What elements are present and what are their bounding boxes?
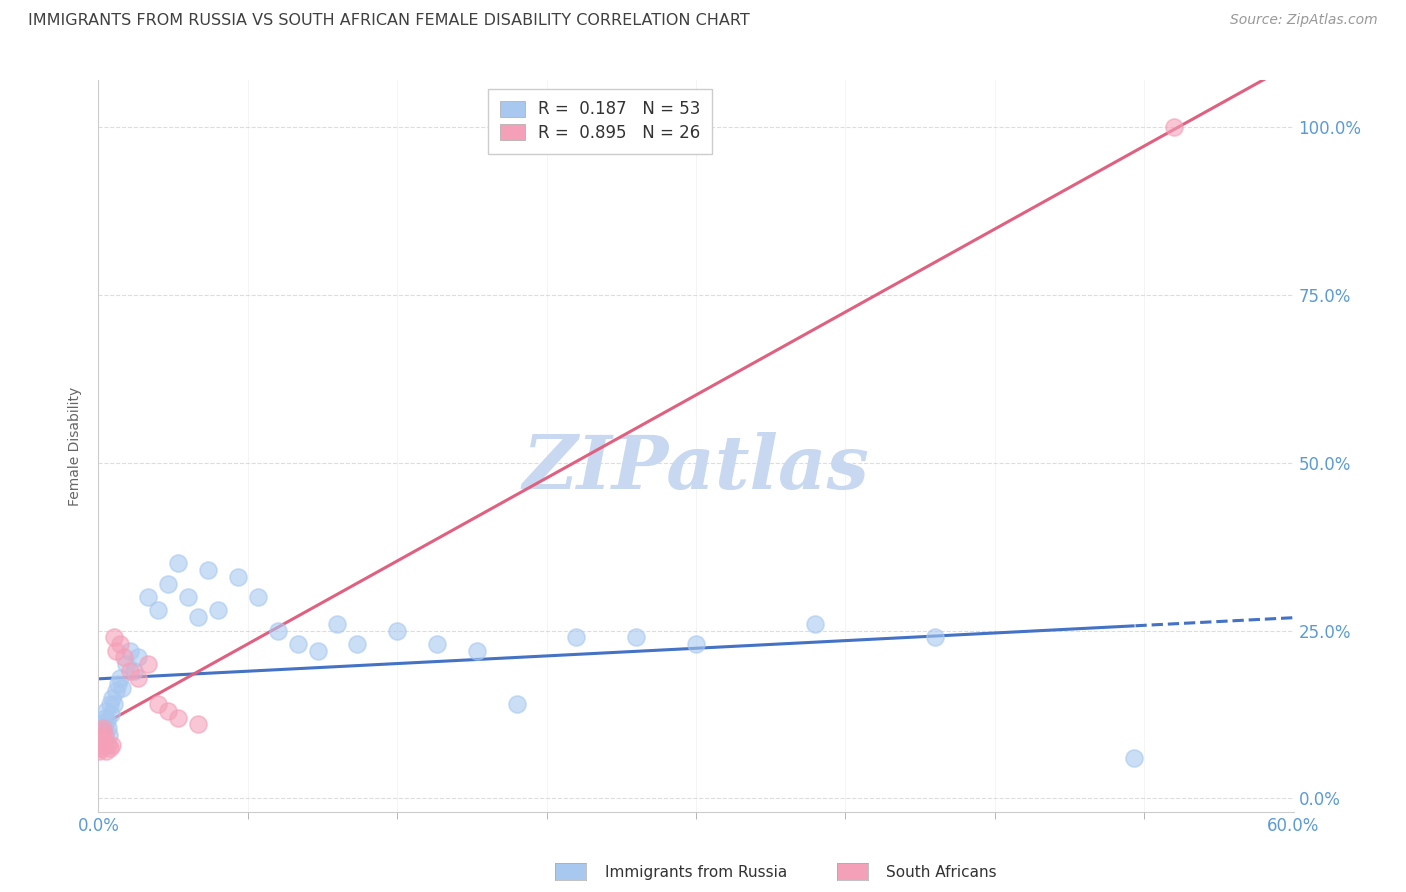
Point — [93, 731, 115, 745]
Point — [1163, 120, 1185, 135]
Point — [626, 630, 648, 644]
Point — [187, 717, 209, 731]
Point — [93, 738, 115, 752]
Point — [346, 637, 368, 651]
Point — [90, 741, 112, 756]
Point — [120, 664, 142, 678]
Point — [91, 721, 114, 735]
Point — [226, 570, 249, 584]
Point — [115, 657, 138, 671]
Text: IMMIGRANTS FROM RUSSIA VS SOUTH AFRICAN FEMALE DISABILITY CORRELATION CHART: IMMIGRANTS FROM RUSSIA VS SOUTH AFRICAN … — [28, 13, 749, 29]
Point — [105, 684, 128, 698]
Point — [101, 690, 124, 705]
Point — [157, 576, 180, 591]
Point — [167, 557, 190, 571]
Point — [804, 616, 827, 631]
Point — [136, 590, 159, 604]
Point — [94, 711, 117, 725]
Point — [103, 698, 125, 712]
Point — [91, 724, 114, 739]
Point — [565, 630, 588, 644]
Point — [197, 563, 219, 577]
Point — [90, 734, 112, 748]
Point — [96, 744, 118, 758]
Point — [89, 731, 111, 745]
Text: Immigrants from Russia: Immigrants from Russia — [605, 865, 787, 880]
Point — [326, 616, 349, 631]
Point — [136, 657, 159, 671]
Point — [307, 643, 329, 657]
Point — [94, 727, 117, 741]
Point — [167, 711, 190, 725]
Point — [187, 610, 209, 624]
Point — [111, 681, 134, 695]
Point — [105, 643, 128, 657]
Point — [96, 704, 118, 718]
Point — [506, 698, 529, 712]
Point — [426, 637, 449, 651]
Point — [148, 603, 170, 617]
Point — [385, 624, 409, 638]
Point — [97, 738, 120, 752]
Point — [89, 724, 111, 739]
Point — [90, 734, 112, 748]
Point — [924, 630, 946, 644]
Point — [93, 721, 115, 735]
Point — [685, 637, 707, 651]
Text: ZIPatlas: ZIPatlas — [523, 432, 869, 504]
Point — [90, 727, 112, 741]
Point — [107, 677, 129, 691]
Point — [267, 624, 290, 638]
Point — [96, 714, 118, 728]
Point — [89, 738, 111, 752]
Legend: R =  0.187   N = 53, R =  0.895   N = 26: R = 0.187 N = 53, R = 0.895 N = 26 — [488, 88, 713, 153]
Point — [98, 727, 121, 741]
Point — [91, 731, 114, 745]
Text: Source: ZipAtlas.com: Source: ZipAtlas.com — [1230, 13, 1378, 28]
Point — [98, 698, 122, 712]
Point — [89, 738, 111, 752]
Point — [103, 630, 125, 644]
Point — [287, 637, 309, 651]
Point — [124, 664, 146, 678]
Point — [93, 717, 115, 731]
Point — [127, 671, 149, 685]
Point — [89, 744, 111, 758]
Point — [89, 731, 111, 745]
Point — [93, 724, 115, 739]
Point — [127, 650, 149, 665]
Point — [97, 721, 120, 735]
Point — [110, 671, 132, 685]
Point — [101, 738, 124, 752]
Point — [177, 590, 200, 604]
Point — [157, 704, 180, 718]
Point — [207, 603, 229, 617]
Point — [120, 643, 142, 657]
Y-axis label: Female Disability: Female Disability — [69, 386, 83, 506]
Point — [98, 741, 122, 756]
Point — [1123, 751, 1146, 765]
Point — [148, 698, 170, 712]
Point — [112, 650, 135, 665]
Point — [91, 717, 114, 731]
Point — [100, 707, 122, 722]
Point — [246, 590, 269, 604]
Text: South Africans: South Africans — [886, 865, 997, 880]
Point — [465, 643, 488, 657]
Point — [91, 724, 114, 739]
Point — [110, 637, 132, 651]
